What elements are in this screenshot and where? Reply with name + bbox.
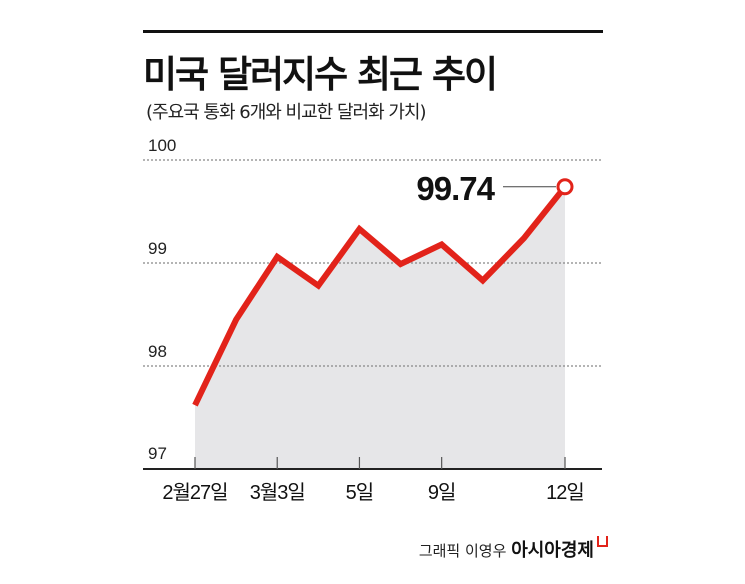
- series-line: [192, 184, 568, 407]
- area-fill: [195, 186, 565, 469]
- top-rule: [143, 30, 603, 33]
- y-tick-label: 99: [148, 239, 167, 258]
- x-tick-label: 5일: [346, 481, 374, 504]
- y-tick-label: 97: [148, 444, 167, 463]
- brand-logo: 아시아경제: [511, 540, 594, 561]
- last-point-marker: [556, 178, 574, 196]
- brand-mark-icon: [597, 536, 608, 547]
- annotation-label: 99.74: [416, 170, 495, 207]
- x-tick-label: 9일: [428, 481, 456, 504]
- x-tick-label: 2월27일: [162, 481, 227, 504]
- y-tick-label: 100: [148, 136, 176, 155]
- y-tick-label: 98: [148, 342, 167, 361]
- x-tick-label: 12일: [546, 481, 584, 504]
- graphic-credit: 그래픽 이영우: [418, 542, 507, 560]
- credit: 그래픽 이영우 아시아경제: [419, 536, 608, 562]
- chart-title: 미국 달러지수 최근 추이: [143, 53, 498, 96]
- chart-subtitle: (주요국 통화 6개와 비교한 달러화 가치): [146, 102, 427, 123]
- x-tick-label: 3월3일: [250, 481, 305, 504]
